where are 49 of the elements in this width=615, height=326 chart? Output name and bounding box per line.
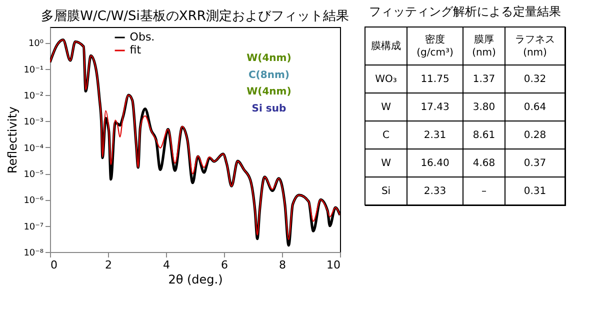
category-label: ラフネス (nm) xyxy=(515,34,555,58)
x-tick-label: 0 xyxy=(50,258,58,272)
category-label: 密度 (g/cm³) xyxy=(416,34,454,58)
y-tick-label: 10⁻⁵ xyxy=(24,170,44,180)
text: 3.80 xyxy=(472,102,496,113)
category-label: Si xyxy=(381,186,391,197)
text: フィッティング解析による定量結果 xyxy=(369,4,561,18)
x-tick-label: 4 xyxy=(163,258,170,272)
x-tick-label: 10 xyxy=(326,258,340,272)
y-tick-label: 10⁻¹ xyxy=(24,65,44,76)
category-label: C xyxy=(382,130,390,141)
category-label: 膜厚 (nm) xyxy=(472,34,496,58)
text: 0.28 xyxy=(524,130,546,141)
category-label: W xyxy=(381,158,391,169)
text: 0.37 xyxy=(524,158,546,169)
annotation: C(8nm) xyxy=(248,70,290,81)
text: 11.75 xyxy=(420,74,450,85)
y-tick-label: 10⁻⁶ xyxy=(24,196,44,206)
annotation: W(4nm) xyxy=(246,86,292,98)
annotation: W(4nm) xyxy=(246,52,292,64)
text: 膜構成 xyxy=(371,40,401,52)
text: 1.37 xyxy=(472,74,496,85)
text: 8.61 xyxy=(472,130,496,141)
y-axis-title: Reflectivity xyxy=(6,106,20,174)
category-label: W xyxy=(381,102,391,113)
text: – xyxy=(482,186,486,197)
x-axis-title: 2θ (deg.) xyxy=(168,272,223,286)
legend-label: fit xyxy=(130,44,142,56)
text: 16.40 xyxy=(420,158,450,169)
y-tick-label: 10⁰ xyxy=(28,39,44,50)
y-tick-label: 10⁻⁸ xyxy=(24,248,44,258)
x-tick-label: 8 xyxy=(279,258,286,272)
y-tick-label: 10⁻⁴ xyxy=(24,144,44,154)
text: 0.31 xyxy=(524,186,546,197)
y-tick-label: 10⁻³ xyxy=(24,118,44,128)
text: 2.31 xyxy=(424,130,446,141)
y-tick-label: 10⁻² xyxy=(24,92,44,102)
text: 0.32 xyxy=(524,74,546,85)
x-tick-label: 6 xyxy=(221,258,228,272)
text: 2.33 xyxy=(424,186,446,197)
y-tick-label: 10⁻⁷ xyxy=(24,222,44,232)
legend-label: Obs. xyxy=(130,30,155,44)
text: 17.43 xyxy=(420,102,450,113)
category-label: WO₃ xyxy=(375,74,397,85)
chart-title: 多層膜W/C/W/Si基板のXRR測定およびフィット結果 xyxy=(41,9,349,24)
text: 4.68 xyxy=(472,158,496,169)
text: 0.64 xyxy=(524,102,546,113)
x-tick-label: 2 xyxy=(105,258,112,272)
annotation: Si sub xyxy=(252,104,286,115)
